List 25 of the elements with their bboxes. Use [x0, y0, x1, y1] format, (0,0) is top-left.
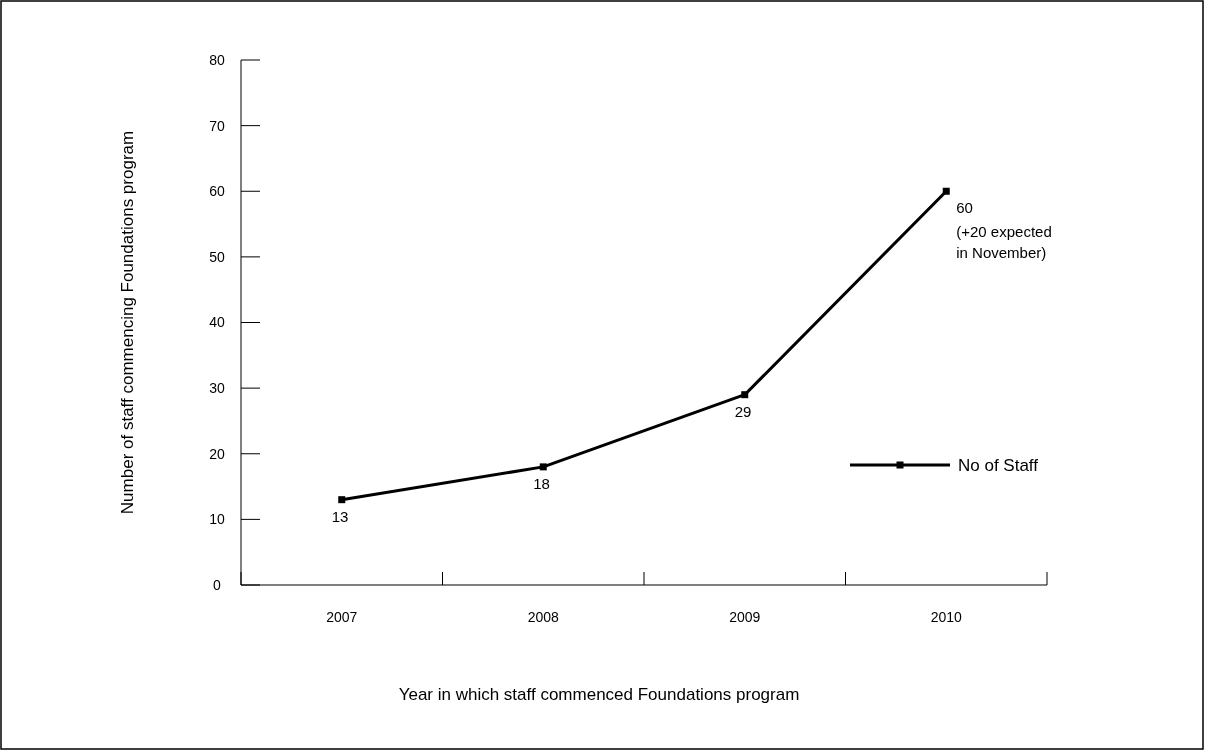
x-tick-label: 2009 — [729, 609, 761, 625]
y-tick-label: 0 — [213, 576, 222, 593]
data-label: 29 — [734, 402, 752, 420]
y-axis-title: Number of staff commencing Foundations program — [118, 130, 137, 515]
annotation: (+20 expected in November) — [956, 223, 1052, 262]
x-tick-label: 2010 — [930, 609, 963, 625]
text: No of Staff — [958, 455, 1039, 475]
y-tick-label: 60 — [209, 183, 225, 200]
point — [942, 187, 950, 195]
y-tick-label: 10 — [209, 511, 225, 528]
x-tick-label: 2008 — [527, 609, 560, 625]
x-axis-title: Year in which staff commenced Foundations program — [398, 685, 800, 704]
x-tick-label: 2007 — [326, 609, 358, 625]
data-label: 13 — [331, 507, 349, 525]
data-label: 18 — [533, 474, 550, 492]
point — [338, 496, 346, 504]
y-tick-label: 40 — [209, 314, 225, 331]
data-label: 60 — [956, 199, 973, 217]
y-tick-label: 50 — [209, 248, 225, 265]
y-tick-label: 30 — [209, 380, 225, 397]
y-tick-label: 20 — [209, 445, 225, 462]
point — [539, 463, 547, 471]
y-tick-label: 80 — [209, 51, 225, 68]
y-tick-label: 70 — [209, 117, 225, 134]
point — [741, 391, 749, 399]
